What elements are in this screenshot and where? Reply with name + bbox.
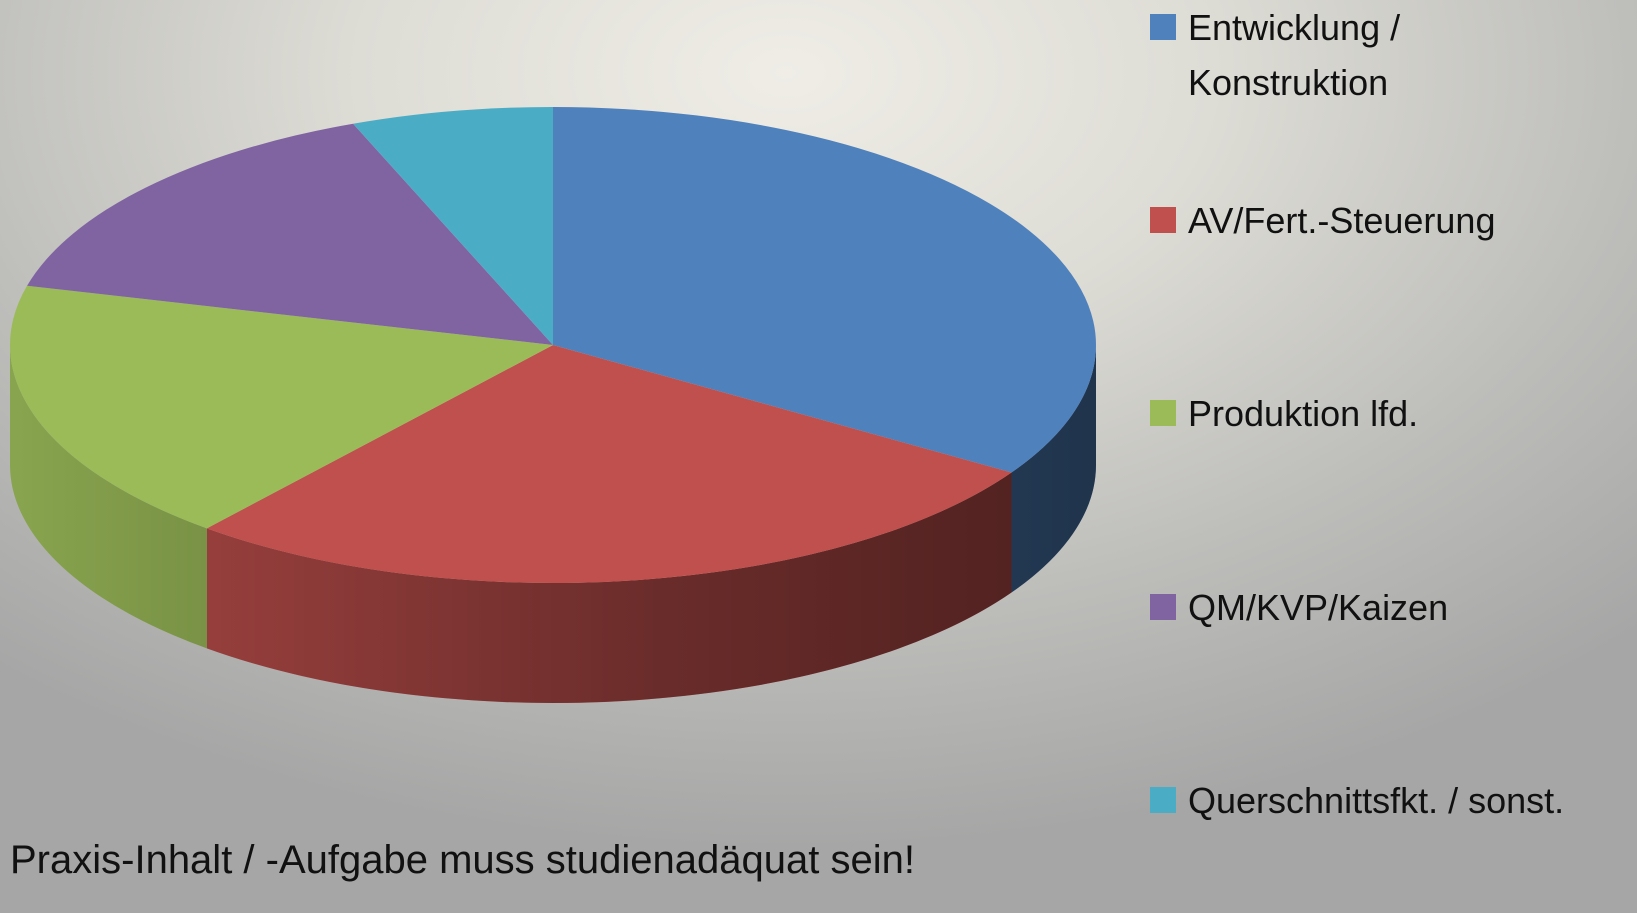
legend-swatch [1150,14,1176,40]
legend-label: Querschnittsfkt. / sonst. [1188,780,1565,821]
legend-swatch [1150,594,1176,620]
annotation: Praxis-Inhalt / -Aufgabe muss studienadä… [10,838,915,882]
legend-swatch [1150,787,1176,813]
legend-label: QM/KVP/Kaizen [1188,587,1449,628]
legend-label: Entwicklung / Konstruktion [1188,7,1401,103]
legend-swatch [1150,400,1176,426]
pie-slice [353,107,553,345]
pie-sides [10,345,1096,704]
legend-label: AV/Fert.-Steuerung [1188,200,1496,241]
pie-slice [27,123,554,345]
pie-slice [9,285,553,529]
pie-slice [553,107,1096,473]
side-shading [10,345,1096,703]
pie-slice [206,345,1012,583]
pie-chart [9,107,1096,704]
legend-swatch [1150,207,1176,233]
legend-label: Produktion lfd. [1188,393,1419,434]
